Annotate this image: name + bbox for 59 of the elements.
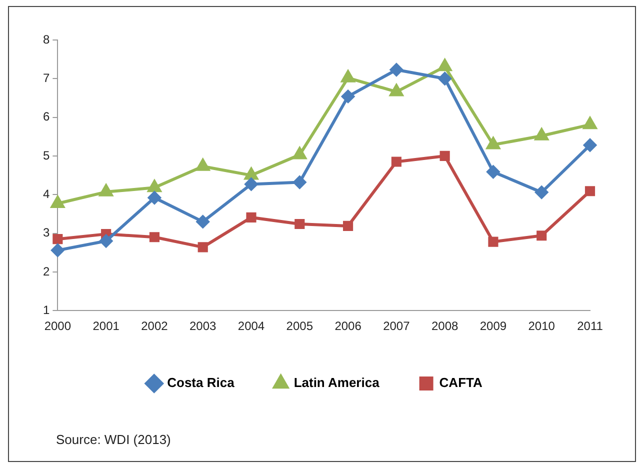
point xyxy=(341,70,355,82)
x-tick-label: 2001 xyxy=(92,319,120,334)
point xyxy=(244,178,258,191)
x-tick-label: 2009 xyxy=(480,319,507,334)
point xyxy=(583,117,597,130)
point xyxy=(584,138,596,152)
point xyxy=(50,196,64,208)
point xyxy=(342,90,355,103)
point xyxy=(148,180,162,192)
y-tick-label: 7 xyxy=(42,70,50,85)
point xyxy=(51,244,64,257)
x-tick-label: 2002 xyxy=(141,319,168,334)
x-tick-label: 2007 xyxy=(383,319,410,334)
x-tick-label: 2011 xyxy=(577,319,604,334)
y-tick-label: 1 xyxy=(42,302,50,317)
legend-label: Latin America xyxy=(294,375,380,390)
point xyxy=(343,220,354,231)
point xyxy=(438,72,452,86)
point xyxy=(149,232,160,242)
point xyxy=(390,63,403,76)
y-tick-label: 5 xyxy=(42,148,50,162)
point xyxy=(536,230,547,241)
x-tick-label: 2008 xyxy=(431,319,458,334)
point xyxy=(535,186,548,199)
y-tick-label: 4 xyxy=(42,186,50,201)
y-tick-label: 8 xyxy=(42,32,50,46)
x-tick-label: 2010 xyxy=(528,319,556,334)
point xyxy=(294,218,305,230)
legend-label: CAFTA xyxy=(439,375,483,390)
point xyxy=(534,128,548,140)
point xyxy=(293,176,306,189)
point xyxy=(486,165,500,178)
x-tick-label: 2000 xyxy=(44,319,72,334)
point xyxy=(391,156,402,167)
point xyxy=(488,236,498,247)
point xyxy=(100,234,113,248)
point xyxy=(244,168,258,180)
point xyxy=(198,242,208,252)
x-tick-label: 2006 xyxy=(334,319,362,334)
point xyxy=(99,184,113,196)
point xyxy=(196,158,210,171)
point xyxy=(52,234,63,244)
x-tick-label: 2003 xyxy=(190,319,217,334)
x-tick-label: 2005 xyxy=(286,319,314,334)
legend-label: Costa Rica xyxy=(167,375,236,390)
y-tick-label: 2 xyxy=(42,264,50,278)
x-tick-label: 2004 xyxy=(238,319,265,334)
point xyxy=(438,59,452,72)
source-note: Source: WDI (2013) xyxy=(56,432,171,447)
point xyxy=(440,150,450,162)
point xyxy=(486,137,500,150)
y-tick-label: 6 xyxy=(42,110,50,124)
point xyxy=(292,147,306,160)
point xyxy=(148,191,161,204)
point xyxy=(196,215,210,228)
y-tick-label: 3 xyxy=(42,226,50,240)
point xyxy=(246,212,256,222)
point xyxy=(584,186,596,196)
point xyxy=(390,84,404,96)
